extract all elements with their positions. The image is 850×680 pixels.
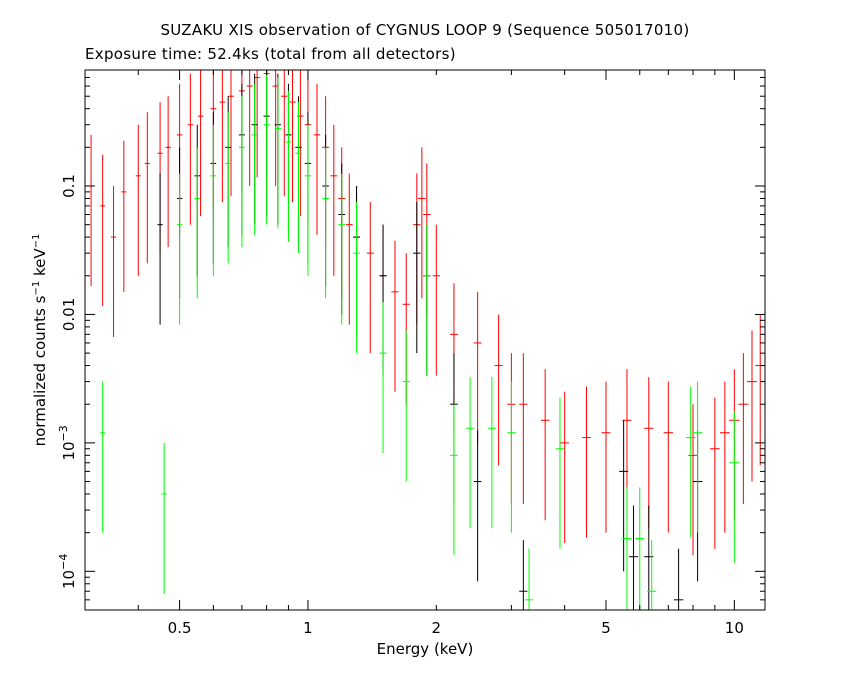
- data-point: [582, 386, 591, 538]
- data-point: [353, 202, 360, 354]
- data-point: [100, 381, 106, 533]
- series-2: [100, 73, 740, 610]
- data-point: [281, 70, 288, 197]
- chart-title: SUZAKU XIS observation of CYGNUS LOOP 9 …: [160, 21, 690, 39]
- plot-frame: [84, 69, 766, 611]
- data-point: [601, 381, 611, 533]
- data-point: [161, 442, 167, 594]
- data-point: [313, 83, 321, 235]
- data-point: [487, 377, 496, 529]
- data-point: [274, 77, 281, 229]
- data-point: [88, 134, 94, 286]
- data-point: [619, 420, 629, 572]
- x-tick-label: 5: [601, 619, 611, 637]
- data-point: [391, 240, 399, 392]
- data-point: [379, 301, 387, 454]
- series-1: [157, 70, 703, 610]
- x-axis-label: Energy (keV): [376, 640, 474, 658]
- data-point: [663, 381, 673, 533]
- data-point: [263, 73, 270, 225]
- data-point: [366, 202, 374, 354]
- data-point: [450, 404, 458, 556]
- data-point: [466, 377, 474, 529]
- data-point: [738, 353, 749, 505]
- data-point: [144, 112, 150, 264]
- data-point: [225, 112, 232, 264]
- x-tick-label: 10: [725, 619, 744, 637]
- data-point: [238, 96, 245, 248]
- data-point: [519, 540, 528, 610]
- data-point: [165, 96, 171, 248]
- data-point: [507, 381, 516, 533]
- data-point: [685, 386, 696, 538]
- data-point: [157, 173, 163, 325]
- data-point: [746, 330, 758, 482]
- data-point: [519, 353, 528, 505]
- series-layer: [88, 70, 766, 610]
- svg-text:0.01: 0.01: [60, 298, 78, 331]
- data-point: [709, 397, 720, 549]
- data-point: [194, 147, 201, 299]
- data-point: [555, 397, 565, 549]
- data-point: [432, 224, 441, 376]
- data-point: [100, 154, 106, 306]
- data-point: [251, 83, 258, 235]
- svg-text:10−4: 10−4: [57, 554, 78, 589]
- data-point: [524, 548, 534, 610]
- y-tick-label: 0.1: [60, 174, 78, 198]
- svg-text:10−3: 10−3: [57, 425, 78, 460]
- data-point: [473, 430, 482, 582]
- data-point: [473, 291, 482, 443]
- data-point: [176, 173, 183, 325]
- y-tick-label: 10−4: [57, 554, 78, 589]
- y-tick-label: 0.01: [60, 298, 78, 331]
- data-point: [338, 173, 346, 325]
- data-point: [692, 381, 703, 533]
- data-point: [644, 377, 654, 529]
- data-point: [673, 548, 684, 610]
- data-point: [304, 124, 312, 276]
- data-point: [719, 381, 730, 533]
- data-point: [322, 147, 329, 299]
- data-point: [494, 314, 503, 466]
- data-point: [402, 330, 410, 482]
- data-point: [729, 411, 740, 563]
- axis-layer: 0.5 1 2 5 10 0.1 0.01 10−3 10−4: [57, 69, 765, 637]
- data-point: [210, 124, 217, 276]
- x-tick-label: 2: [432, 619, 442, 637]
- data-point: [295, 102, 302, 254]
- data-point: [330, 124, 338, 276]
- data-point: [688, 404, 698, 556]
- data-point: [219, 70, 226, 203]
- data-point: [418, 147, 426, 299]
- data-point: [111, 185, 117, 338]
- data-point: [197, 70, 204, 217]
- data-point: [285, 90, 292, 242]
- data-point: [540, 369, 550, 521]
- data-point: [423, 224, 431, 376]
- y-tick-label: 10−3: [57, 425, 78, 460]
- x-tick-label: 0.5: [168, 619, 192, 637]
- data-point: [228, 70, 234, 197]
- data-point: [413, 202, 421, 354]
- data-point: [187, 73, 194, 225]
- data-point: [628, 505, 639, 610]
- data-point: [289, 70, 296, 203]
- chart-subtitle: Exposure time: 52.4ks (total from all de…: [85, 45, 456, 63]
- data-point: [560, 391, 569, 543]
- data-point: [635, 487, 645, 610]
- data-point: [345, 173, 353, 325]
- data-point: [135, 124, 141, 276]
- data-point: [246, 70, 253, 186]
- data-point: [622, 487, 632, 610]
- data-point: [121, 140, 127, 292]
- svg-text:0.1: 0.1: [60, 174, 78, 198]
- x-tick-label: 1: [303, 619, 313, 637]
- data-point: [647, 540, 657, 610]
